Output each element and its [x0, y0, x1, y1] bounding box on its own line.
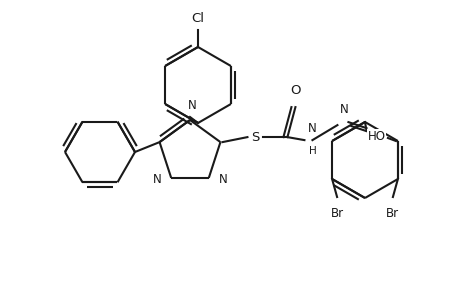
Text: S: S	[251, 130, 259, 144]
Text: H: H	[308, 146, 316, 156]
Text: O: O	[290, 84, 300, 97]
Text: N: N	[187, 99, 196, 112]
Text: N: N	[218, 173, 227, 186]
Text: Br: Br	[386, 207, 398, 220]
Text: Cl: Cl	[191, 12, 204, 25]
Text: HO: HO	[367, 130, 385, 142]
Text: Br: Br	[330, 207, 343, 220]
Text: N: N	[308, 122, 316, 135]
Text: N: N	[152, 173, 161, 186]
Text: N: N	[339, 103, 348, 116]
